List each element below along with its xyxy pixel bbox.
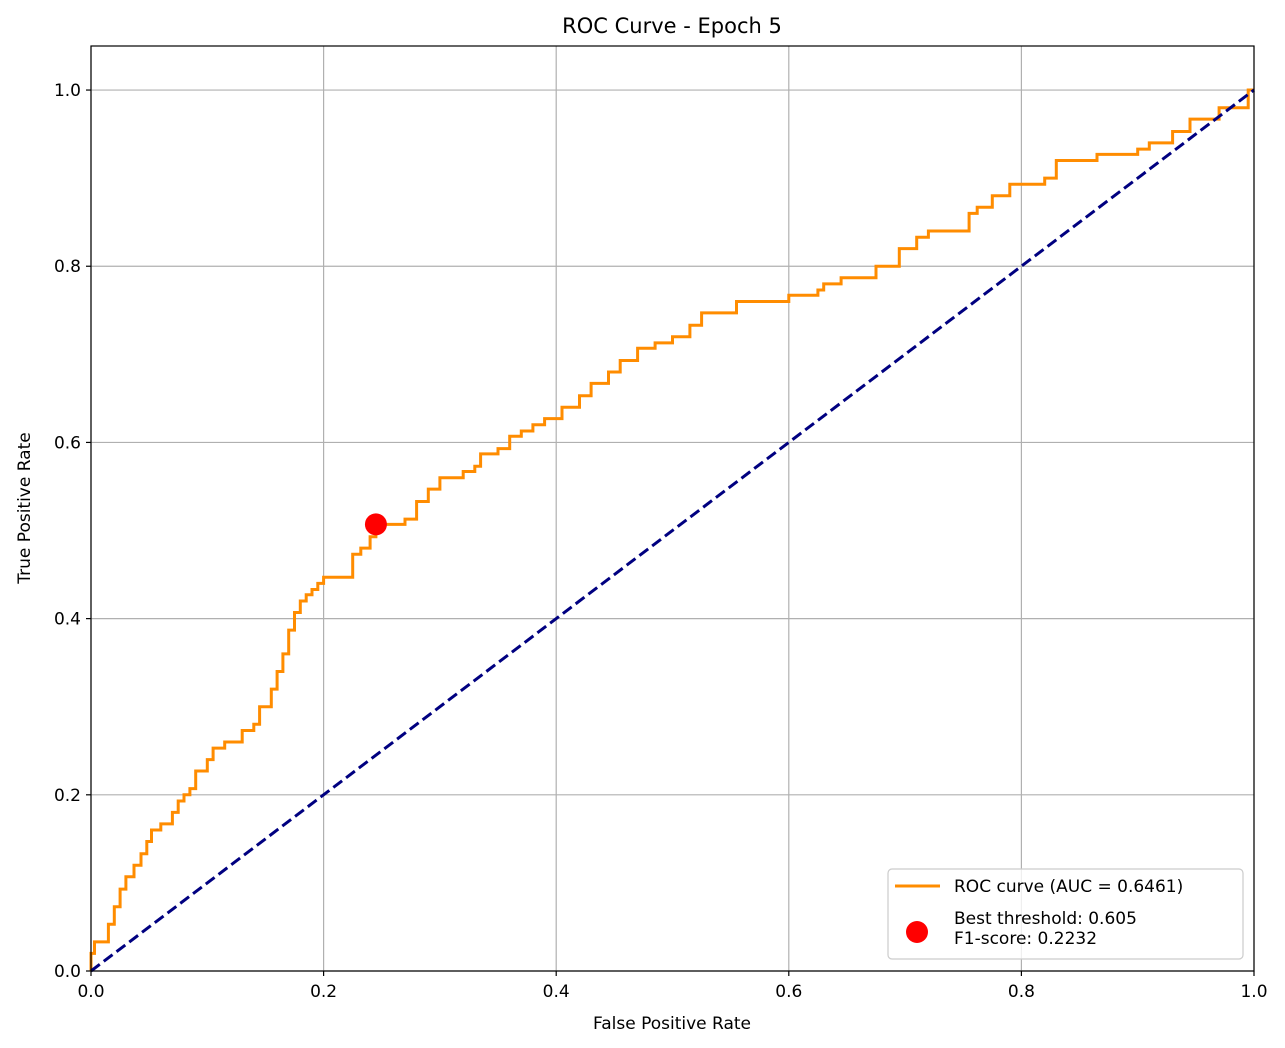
y-tick-label: 0.6	[54, 433, 81, 453]
plot-frame	[90, 45, 1255, 972]
x-tick-label: 0.4	[543, 982, 570, 1002]
x-tick-label: 1.0	[1240, 982, 1267, 1002]
legend-roc-label: ROC curve (AUC = 0.6461)	[954, 877, 1183, 897]
roc-curve-line	[89, 88, 1254, 971]
marker-layer	[364, 513, 387, 536]
legend-threshold-swatch	[906, 921, 928, 943]
legend-box	[887, 868, 1244, 960]
axis-ticks: 0.0 0.2 0.4 0.6 0.8 1.0 0.0 0.2 0.4 0.6 0.8 1.0	[54, 81, 1268, 1002]
x-tick-label: 0.2	[310, 982, 337, 1002]
y-tick-label: 0.0	[54, 962, 81, 982]
legend-threshold-label: F1-score: 0.2232	[954, 929, 1097, 949]
x-axis-label: False Positive Rate	[593, 1014, 751, 1034]
best-threshold-marker	[364, 513, 387, 536]
legend: ROC curve (AUC = 0.6461) Best threshold: …	[887, 868, 1244, 960]
x-tick-label: 0.6	[775, 982, 802, 1002]
y-tick-label: 0.2	[54, 786, 81, 806]
random-classifier-diagonal-line	[90, 88, 1255, 973]
chart-title: ROC Curve - Epoch 5	[562, 14, 782, 38]
grid-lines	[90, 46, 1255, 972]
y-tick-label: 0.8	[54, 257, 81, 277]
x-tick-label: 0.8	[1008, 982, 1035, 1002]
y-tick-label: 0.4	[54, 610, 81, 630]
x-tick-label: 0.0	[77, 982, 104, 1002]
legend-threshold-label: Best threshold: 0.605	[954, 909, 1137, 929]
y-tick-label: 1.0	[54, 81, 81, 101]
y-axis-label: True Positive Rate	[15, 432, 35, 584]
series-layer	[89, 88, 1255, 973]
